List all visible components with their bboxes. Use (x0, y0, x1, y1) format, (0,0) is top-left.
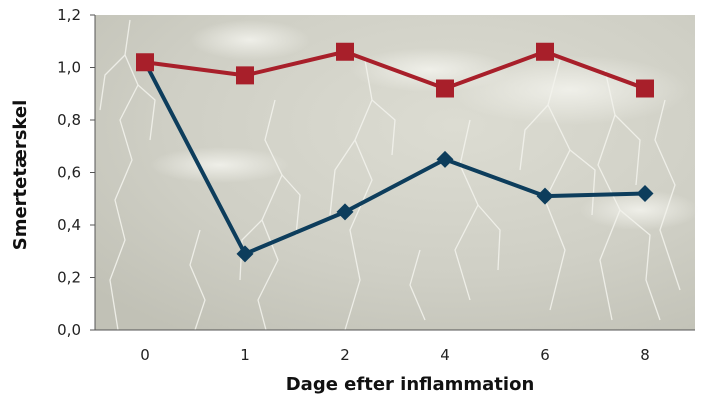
y-tick-label: 0,8 (57, 111, 81, 129)
x-tick-label: 0 (140, 346, 150, 364)
x-axis-title: Dage efter inflammation (286, 374, 535, 395)
y-tick-label: 0,6 (57, 164, 81, 182)
series-line-2 (143, 61, 646, 256)
diamond-marker (236, 245, 254, 263)
square-marker (636, 79, 654, 98)
x-tick-label: 8 (640, 346, 650, 364)
y-tick-label: 0,0 (57, 321, 81, 339)
square-marker (536, 42, 554, 61)
square-marker (436, 79, 454, 98)
series-line-1 (144, 49, 646, 91)
y-tick-label: 1,0 (57, 59, 81, 77)
y-tick-label: 0,2 (57, 269, 81, 287)
square-marker (136, 53, 154, 72)
x-tick-label: 1 (240, 346, 250, 364)
lightning-decoration (99, 19, 681, 331)
diamond-marker (336, 203, 354, 221)
y-axis-title: Smertetærskel (10, 100, 31, 251)
x-tick-label: 6 (540, 346, 550, 364)
x-tick-label: 2 (340, 346, 350, 364)
y-tick-label: 0,4 (57, 216, 81, 234)
diamond-marker (436, 150, 454, 168)
square-marker (236, 66, 254, 85)
y-tick-label: 1,2 (57, 6, 81, 24)
diamond-marker (536, 187, 554, 205)
diamond-marker (636, 185, 654, 202)
square-marker (336, 42, 354, 61)
x-tick-label: 4 (440, 346, 450, 364)
